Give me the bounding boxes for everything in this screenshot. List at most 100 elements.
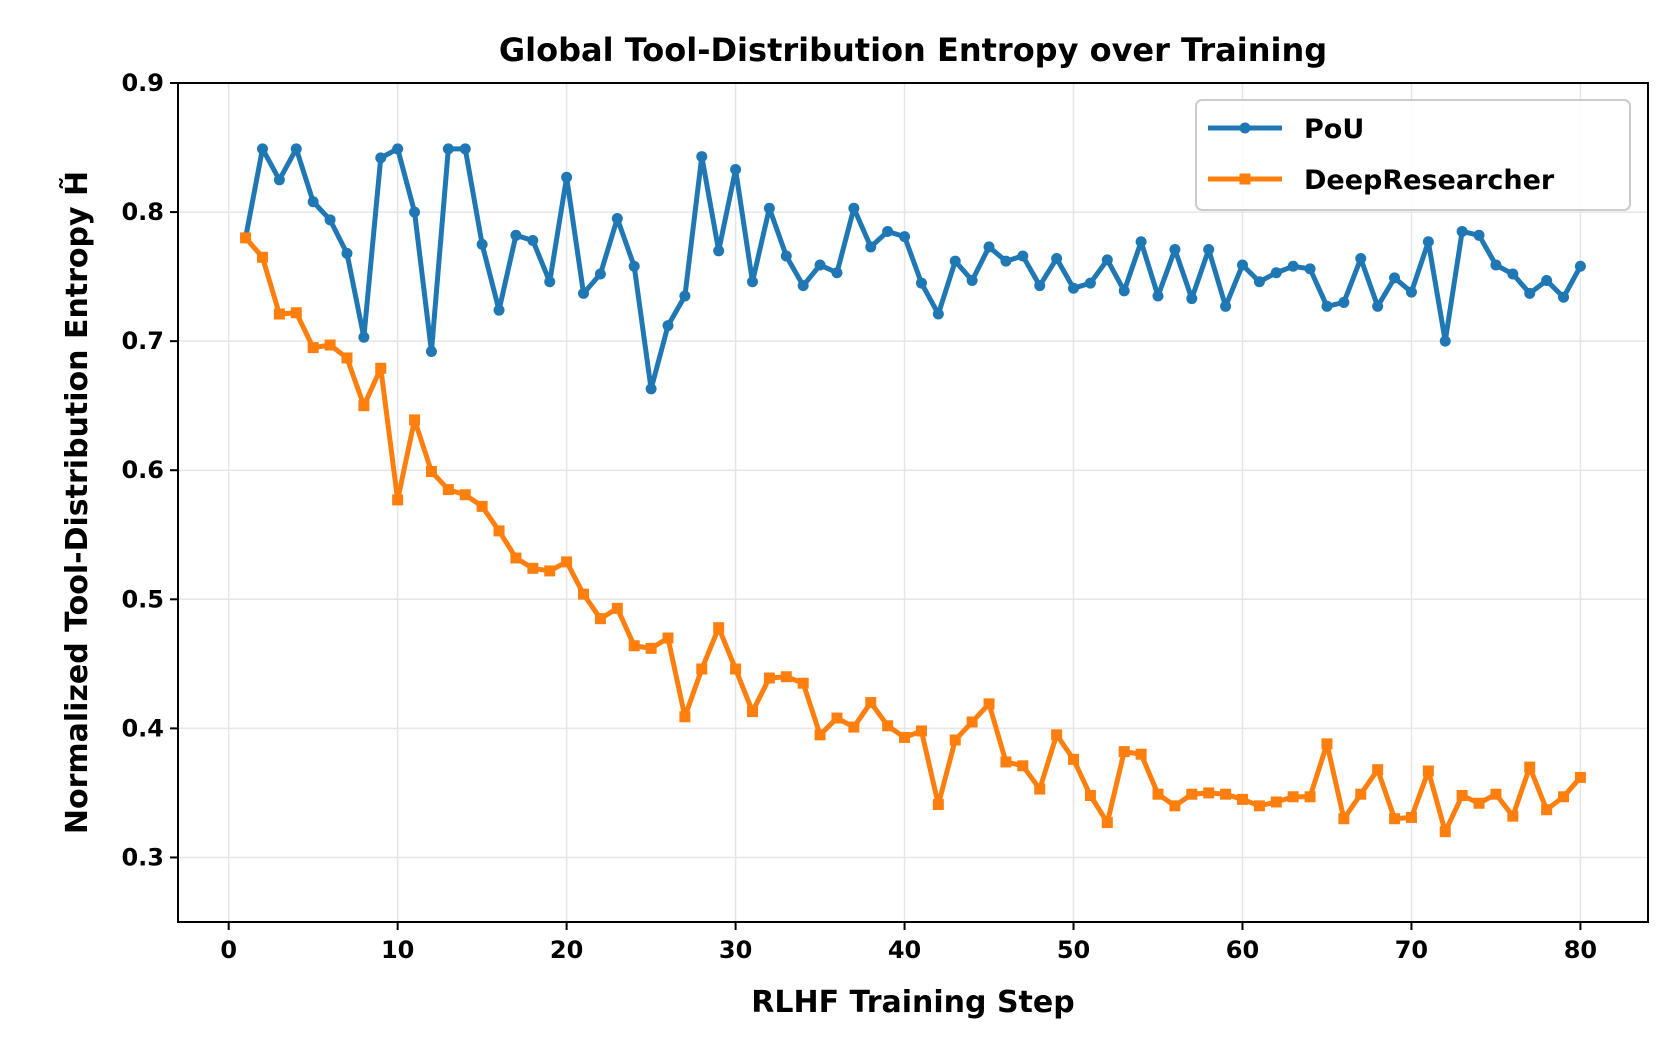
pou-point — [459, 143, 471, 155]
pou-point — [493, 304, 505, 316]
deepresearcher-point — [1169, 800, 1181, 812]
deepresearcher-point — [1017, 760, 1029, 772]
pou-line — [243, 146, 1583, 392]
pou-point — [983, 241, 995, 253]
x-tick-label: 50 — [1057, 936, 1090, 964]
pou-point — [1574, 260, 1586, 272]
x-tick-label: 70 — [1395, 936, 1428, 964]
deepresearcher-point — [1507, 810, 1519, 822]
pou-point — [1490, 259, 1502, 271]
pou-point — [1524, 287, 1536, 299]
deepresearcher-point — [1405, 811, 1417, 823]
pou-point — [1355, 253, 1367, 265]
y-tick-label: 0.5 — [121, 585, 164, 613]
deepresearcher-point — [1490, 788, 1502, 800]
pou-point — [1473, 229, 1485, 241]
pou-point — [341, 247, 353, 259]
deepresearcher-point — [966, 716, 978, 728]
pou-point — [1304, 263, 1316, 275]
pou-point — [1456, 225, 1468, 237]
pou-point — [544, 276, 556, 288]
deepresearcher-point — [763, 672, 775, 684]
deepresearcher-point — [645, 642, 657, 654]
pou-point — [966, 274, 978, 286]
legend-frame — [1195, 99, 1631, 211]
x-tick-label: 40 — [888, 936, 921, 964]
pou-point — [949, 255, 961, 267]
deepresearcher-point — [240, 232, 252, 244]
legend-deepresearcher-label: DeepResearcher — [1304, 165, 1555, 196]
y-tick-label: 0.4 — [121, 714, 164, 742]
deepresearcher-point — [983, 698, 995, 710]
pou-point — [594, 268, 606, 280]
pou-point — [392, 143, 404, 155]
deepresearcher-point — [1253, 800, 1265, 812]
deepresearcher-point — [442, 484, 454, 496]
deepresearcher-point — [1270, 796, 1282, 808]
pou-point — [1422, 236, 1434, 248]
deepresearcher-point — [1473, 797, 1485, 809]
deepresearcher-point — [1321, 738, 1333, 750]
deepresearcher-point — [1389, 813, 1401, 825]
deepresearcher-point — [594, 613, 606, 625]
deepresearcher-point — [949, 734, 961, 746]
pou-point — [899, 231, 911, 243]
pou-point — [358, 331, 370, 343]
pou-point — [1101, 254, 1113, 266]
pou-point — [915, 277, 927, 289]
deepresearcher-point — [1186, 788, 1198, 800]
pou-point — [1439, 335, 1451, 347]
pou-point — [865, 241, 877, 253]
deepresearcher-point — [746, 706, 758, 718]
x-tick-label: 10 — [381, 936, 414, 964]
pou-point — [273, 174, 285, 186]
plot-frame — [177, 82, 1649, 923]
deepresearcher-point — [915, 725, 927, 737]
deepresearcher-point — [358, 400, 370, 412]
pou-point — [1068, 282, 1080, 294]
deepresearcher-point — [1338, 813, 1350, 825]
deepresearcher-point — [831, 712, 843, 724]
pou-point — [713, 245, 725, 257]
pou-point — [510, 229, 522, 241]
deepresearcher-point — [713, 622, 725, 634]
deepresearcher-point — [493, 525, 505, 537]
pou-point — [1287, 260, 1299, 272]
deepresearcher-point — [1372, 764, 1384, 776]
pou-point — [831, 267, 843, 279]
deepresearcher-point — [628, 640, 640, 652]
deepresearcher-point — [1101, 817, 1113, 829]
deepresearcher-point — [578, 588, 590, 600]
y-axis-label: Normalized Tool-Distribution Entropy H̃ — [60, 171, 95, 834]
deepresearcher-point — [510, 552, 522, 564]
y-tick-label: 0.3 — [121, 843, 164, 871]
pou-point — [1389, 272, 1401, 284]
axis-ticks: 0 10 20 30 40 50 60 70 80 0.3 0.4 0.5 0.6 0.7 0.8 0.9 — [121, 69, 1597, 964]
pou-point — [932, 308, 944, 320]
series-layer — [240, 143, 1586, 838]
legend: PoU DeepResearcher — [1195, 99, 1631, 211]
deepresearcher-point — [409, 414, 421, 426]
y-tick-label: 0.8 — [121, 198, 164, 226]
deepresearcher-point — [1084, 790, 1096, 802]
pou-point — [1084, 277, 1096, 289]
deepresearcher-point — [696, 663, 708, 675]
deepresearcher-point — [1422, 765, 1434, 777]
pou-point — [409, 206, 421, 218]
deepresearcher-point — [1304, 791, 1316, 803]
x-tick-label: 0 — [220, 936, 237, 964]
deepresearcher-point — [1355, 788, 1367, 800]
deepresearcher-point — [1051, 729, 1063, 741]
deepresearcher-point — [797, 677, 809, 689]
deepresearcher-point — [341, 352, 353, 364]
deepresearcher-point — [814, 729, 826, 741]
pou-point — [578, 287, 590, 299]
legend-deepresearcher-marker — [1239, 173, 1251, 185]
pou-point — [476, 238, 488, 250]
deepresearcher-point — [730, 663, 742, 675]
deepresearcher-point — [882, 720, 894, 732]
deepresearcher-point — [1135, 748, 1147, 760]
deepresearcher-point — [1000, 756, 1012, 768]
